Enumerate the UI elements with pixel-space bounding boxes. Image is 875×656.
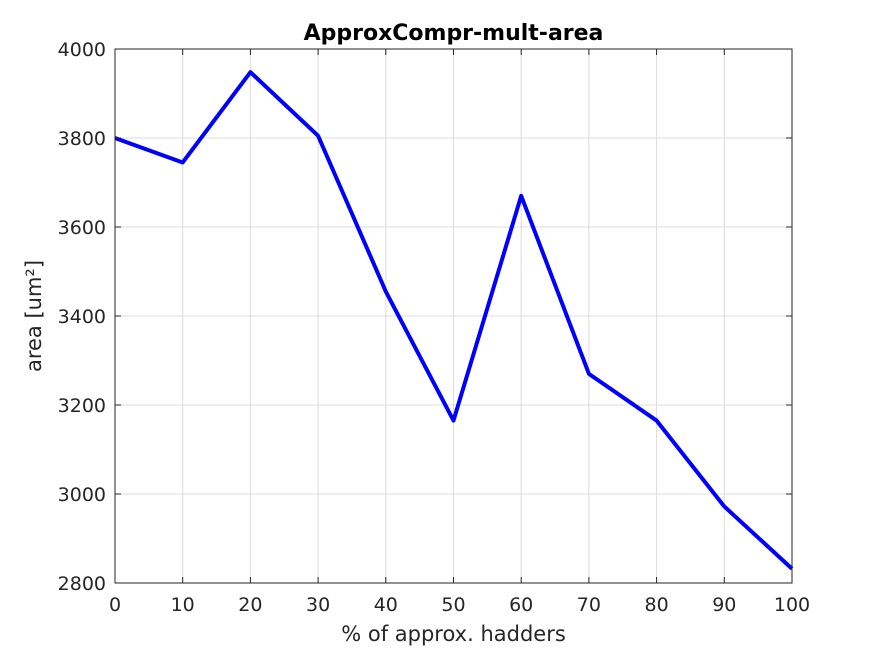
x-tick-label: 20 xyxy=(238,594,262,616)
ticks: 0 10 20 30 40 50 60 70 80 90 100 2800 3000 3200 3400 36… xyxy=(58,39,810,616)
x-tick-label: 0 xyxy=(109,594,121,616)
y-axis-label: area [um²] xyxy=(22,260,46,372)
y-tick-label: 3600 xyxy=(58,217,106,239)
x-tick-label: 70 xyxy=(577,594,601,616)
x-tick-label: 60 xyxy=(509,594,533,616)
x-tick-label: 50 xyxy=(441,594,465,616)
y-tick-label: 2800 xyxy=(58,573,106,595)
x-tick-label: 90 xyxy=(712,594,736,616)
y-tick-label: 3200 xyxy=(58,395,106,417)
x-tick-label: 80 xyxy=(645,594,669,616)
y-tick-label: 4000 xyxy=(58,39,106,61)
x-tick-label: 40 xyxy=(374,594,398,616)
x-tick-label: 100 xyxy=(774,594,810,616)
x-axis-label: % of approx. hadders xyxy=(341,622,566,646)
x-tick-label: 30 xyxy=(306,594,330,616)
y-tick-label: 3000 xyxy=(58,484,106,506)
grid xyxy=(114,48,793,584)
x-tick-label: 10 xyxy=(171,594,195,616)
series-layer xyxy=(114,70,794,571)
chart-title: ApproxCompr-mult-area xyxy=(304,21,604,46)
y-tick-label: 3800 xyxy=(58,128,106,150)
series-line-1 xyxy=(114,70,794,571)
y-tick-label: 3400 xyxy=(58,306,106,328)
